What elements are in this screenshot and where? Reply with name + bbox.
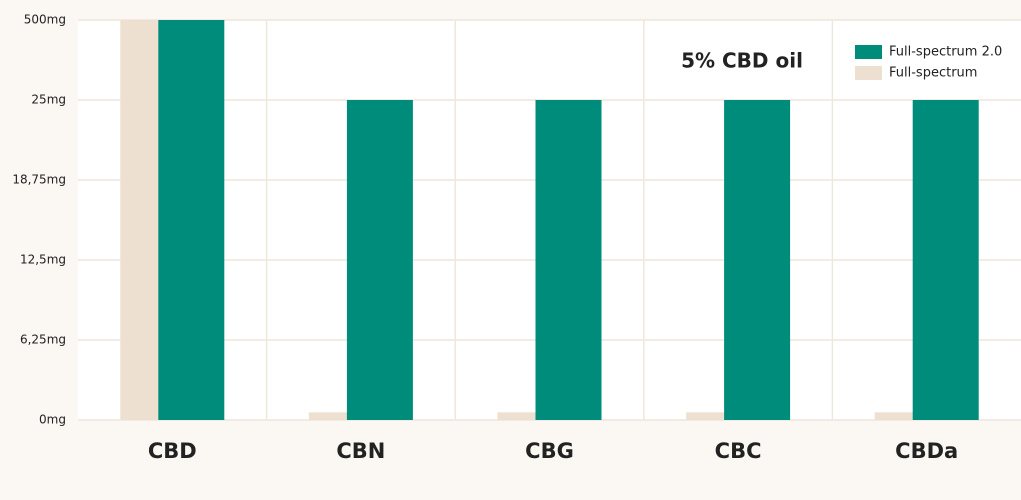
y-tick-label: 18,75mg	[12, 173, 66, 187]
bar	[158, 20, 225, 420]
x-tick-label: CBC	[715, 439, 762, 463]
bar	[686, 412, 753, 420]
bar	[308, 412, 375, 420]
y-tick-label: 0mg	[39, 413, 66, 427]
legend-swatch	[855, 45, 882, 59]
legend-label: Full-spectrum 2.0	[889, 45, 1002, 60]
chart-title: 5% CBD oil	[681, 49, 803, 73]
x-tick-label: CBG	[525, 439, 574, 463]
bar	[535, 100, 602, 420]
x-tick-label: CBN	[336, 439, 385, 463]
legend-swatch	[855, 66, 882, 80]
y-tick-label: 6,25mg	[20, 333, 66, 347]
bar	[346, 100, 413, 420]
bar	[497, 412, 564, 420]
x-tick-label: CBD	[148, 439, 197, 463]
y-tick-label: 25mg	[31, 93, 66, 107]
bar	[874, 412, 941, 420]
y-tick-label: 12,5mg	[20, 253, 66, 267]
bar	[912, 100, 979, 420]
x-tick-label: CBDa	[895, 439, 958, 463]
y-tick-label: 500mg	[24, 13, 66, 27]
bar	[724, 100, 791, 420]
legend-label: Full-spectrum	[889, 66, 977, 81]
